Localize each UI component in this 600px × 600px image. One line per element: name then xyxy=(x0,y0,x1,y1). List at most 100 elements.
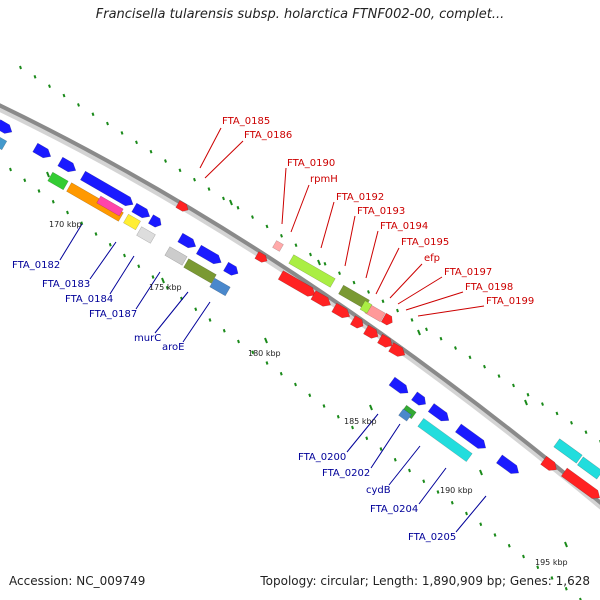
major-tick-mark xyxy=(161,277,165,284)
tick-mark xyxy=(208,318,212,322)
tick-mark xyxy=(251,350,255,355)
label-fta-0193-callout xyxy=(344,215,356,267)
label-fta-0186: FTA_0186 xyxy=(244,130,292,141)
label-aroe: aroE xyxy=(162,342,184,353)
tick-mark xyxy=(450,500,454,505)
label-cydb: cydB xyxy=(366,485,391,496)
label-cydb-callout xyxy=(388,445,421,486)
label-aroe-callout xyxy=(182,301,211,343)
tick-mark xyxy=(336,414,340,419)
tick-mark xyxy=(536,565,540,570)
gene-rna xyxy=(136,226,156,244)
gene-rev xyxy=(254,251,268,263)
tick-mark xyxy=(379,447,383,451)
kbp-label: 185 kbp xyxy=(344,417,377,426)
tick-mark xyxy=(309,252,312,257)
label-layer: FTA_0185 FTA_0186 FTA_0190 rpmH FTA_0192 FTA_… xyxy=(12,116,568,567)
major-tick-mark xyxy=(524,399,528,406)
tick-mark xyxy=(106,121,109,126)
tick-mark xyxy=(507,543,511,548)
kbp-label: 180 kbp xyxy=(248,349,281,358)
major-tick-mark xyxy=(564,541,568,548)
tick-mark xyxy=(265,361,269,365)
label-murc: murC xyxy=(134,333,161,344)
tick-mark xyxy=(294,382,297,387)
tick-mark xyxy=(294,243,298,247)
tick-mark xyxy=(207,187,211,191)
label-fta-0192: FTA_0192 xyxy=(336,192,384,203)
gene-rev xyxy=(377,333,393,348)
label-fta-0200-callout xyxy=(346,413,379,453)
gene-fwd xyxy=(131,202,151,219)
label-fta-0199-callout xyxy=(417,305,485,317)
tick-mark xyxy=(19,65,22,70)
major-tick-mark xyxy=(479,469,483,476)
gene-rev xyxy=(310,290,331,307)
tick-mark xyxy=(564,586,568,591)
kbp-label: 170 kbp xyxy=(49,220,82,229)
gene-rev xyxy=(277,270,316,297)
label-fta-0198: FTA_0198 xyxy=(465,282,513,293)
tick-mark xyxy=(123,253,126,258)
gene-rev xyxy=(175,200,189,212)
tick-mark xyxy=(94,232,98,236)
gene-rna xyxy=(47,171,69,191)
label-fta-0193: FTA_0193 xyxy=(357,206,405,217)
major-tick-mark xyxy=(264,337,268,344)
label-fta-0194: FTA_0194 xyxy=(380,221,428,232)
tick-mark xyxy=(454,346,457,350)
gene-rna xyxy=(209,277,231,297)
label-fta-0184: FTA_0184 xyxy=(65,294,113,305)
tick-mark xyxy=(323,262,327,266)
tick-mark xyxy=(308,393,312,398)
major-tick-mark xyxy=(317,259,321,266)
label-fta-0197-callout xyxy=(397,276,443,305)
tick-mark xyxy=(251,215,254,219)
gene-rev xyxy=(540,455,557,471)
gene-fwd xyxy=(553,438,583,464)
label-fta-0195: FTA_0195 xyxy=(401,237,449,248)
gene-fwd xyxy=(195,244,222,265)
label-fta-0182: FTA_0182 xyxy=(12,260,60,271)
genome-backbone xyxy=(0,103,600,505)
tick-mark xyxy=(541,402,544,406)
label-fta-0185-callout xyxy=(199,127,222,169)
tick-mark xyxy=(149,149,153,154)
label-fta-0186-callout xyxy=(204,140,244,179)
label-fta-0184-callout xyxy=(109,255,135,295)
tick-mark xyxy=(222,196,225,201)
tick-mark xyxy=(410,318,414,322)
label-fta-0192-callout xyxy=(320,201,335,249)
tick-mark xyxy=(37,189,41,193)
tick-mark xyxy=(322,404,326,408)
tick-mark xyxy=(164,159,167,163)
tick-mark xyxy=(62,93,66,98)
tick-mark xyxy=(351,425,354,430)
ticks-layer xyxy=(9,65,600,600)
tick-mark xyxy=(570,420,573,425)
tick-mark xyxy=(120,131,124,135)
gene-fwd xyxy=(427,403,450,422)
genome-summary: Topology: circular; Length: 1,890,909 bp… xyxy=(260,574,590,588)
tick-mark xyxy=(436,490,440,494)
gene-rna xyxy=(183,258,217,284)
tick-mark xyxy=(77,103,80,107)
gene-fwd xyxy=(32,142,52,159)
tick-mark xyxy=(493,533,497,537)
major-tick-mark xyxy=(369,404,373,411)
tick-mark xyxy=(468,355,472,360)
gene-fwd xyxy=(147,214,162,228)
label-fta-0185: FTA_0185 xyxy=(222,116,270,127)
tick-mark xyxy=(512,383,515,388)
label-fta-0200: FTA_0200 xyxy=(298,452,346,463)
gene-fwd xyxy=(577,456,600,480)
label-fta-0204-callout xyxy=(418,467,447,505)
gene-rev xyxy=(363,324,379,339)
gene-rna xyxy=(398,408,412,422)
tick-mark xyxy=(479,522,483,527)
gene-rev xyxy=(388,342,406,357)
gene-rev xyxy=(349,315,364,329)
tick-mark xyxy=(425,327,428,332)
tick-mark xyxy=(222,328,226,333)
